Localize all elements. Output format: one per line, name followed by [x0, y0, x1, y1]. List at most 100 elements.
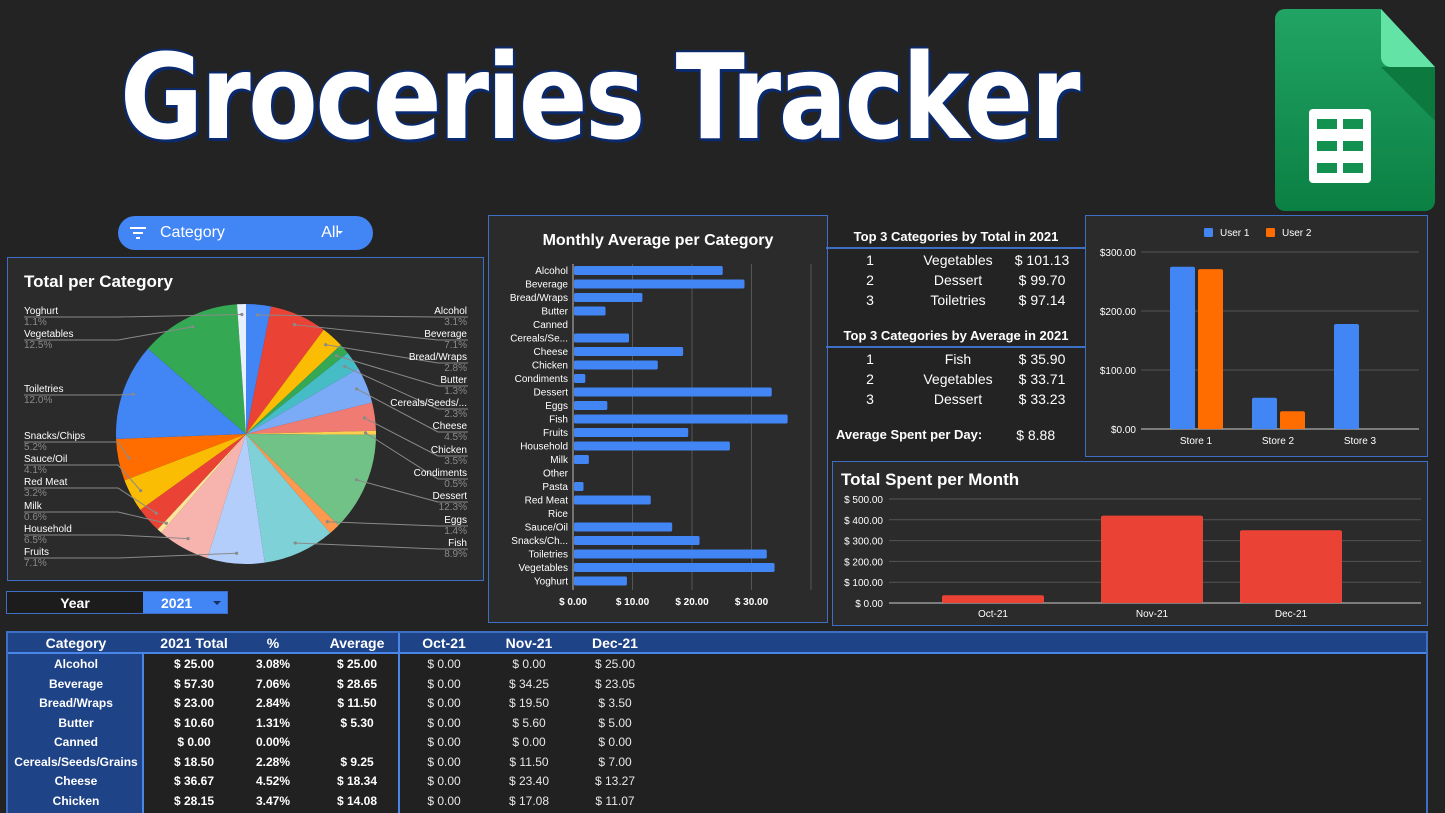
table-cell: $ 13.27	[594, 774, 636, 788]
axis-label: Bread/Wraps	[510, 293, 568, 304]
svg-text:$200.00: $200.00	[1100, 307, 1137, 318]
row-category: Beverage	[48, 676, 104, 691]
table-cell: 1.31%	[255, 715, 291, 730]
category-table: Category 2021 Total% Average Oct-21 Nov-21 De…	[6, 631, 1428, 813]
column-header[interactable]: Dec-21	[592, 635, 638, 651]
column-header[interactable]: %	[266, 635, 280, 651]
row-category: Chicken	[52, 793, 100, 808]
pie-slice	[116, 434, 246, 481]
pie-label: Household 6.5%	[24, 524, 72, 546]
column-header[interactable]: Average	[329, 635, 385, 651]
bar	[1198, 269, 1223, 429]
svg-text:$ 500.00: $ 500.00	[844, 495, 883, 506]
svg-text:Store 1: Store 1	[1180, 436, 1213, 447]
pie-slice	[237, 304, 246, 434]
chevron-down-icon	[337, 231, 343, 234]
svg-text:$300.00: $300.00	[1100, 248, 1137, 259]
svg-text:$100.00: $100.00	[1100, 366, 1137, 377]
axis-label: Snacks/Ch...	[511, 536, 568, 547]
filter-label: Category	[160, 224, 225, 241]
year-label: Year	[7, 592, 143, 613]
axis-label: Milk	[550, 455, 569, 466]
svg-text:$ 20.00: $ 20.00	[675, 597, 709, 608]
year-dropdown[interactable]: 2021	[143, 592, 227, 613]
pie-label: Red Meat 3.2%	[24, 477, 68, 499]
pie-label: Condiments 0.5%	[413, 468, 467, 490]
bar	[574, 455, 589, 464]
table-cell: $ 5.30	[340, 715, 374, 730]
svg-text:$ 30.00: $ 30.00	[735, 597, 769, 608]
table-cell: $ 0.00	[427, 657, 461, 671]
table-cell: $ 11.50	[509, 754, 549, 769]
store-user-chart: $0.00 $100.00 $200.00 $300.00 Store 1 Store 2…	[1085, 215, 1428, 457]
table-cell: $ 0.00	[512, 735, 546, 749]
pie-slice	[246, 434, 339, 534]
svg-text:$ 300.00: $ 300.00	[844, 537, 883, 548]
table-cell: $ 7.00	[598, 754, 632, 769]
axis-label: Condiments	[515, 374, 568, 385]
table-cell: $ 0.00	[598, 735, 632, 749]
table-cell: $ 0.00	[427, 754, 461, 769]
axis-label: Sauce/Oil	[525, 523, 568, 534]
table-header	[8, 633, 1426, 654]
column-header[interactable]: Nov-21	[505, 635, 553, 651]
svg-text:User 1: User 1	[1220, 228, 1250, 239]
pie-label: Fish 8.9%	[444, 538, 467, 560]
bar	[1170, 266, 1195, 429]
svg-text:Nov-21: Nov-21	[1136, 609, 1169, 620]
svg-text:$ 400.00: $ 400.00	[844, 516, 883, 527]
chart-title: Total Spent per Month	[841, 470, 1020, 489]
table-cell: $ 0.00	[427, 676, 461, 691]
axis-label: Fish	[549, 415, 568, 426]
horizontal-bar-chart: Alcohol Beverage Bread/Wraps Butter Canned Ce…	[510, 264, 812, 608]
total-per-category-chart: Total per Category Alcohol 3.1% Beverage 7.…	[7, 257, 484, 581]
bar	[574, 441, 730, 451]
axis-label: Beverage	[525, 280, 568, 291]
bar	[574, 279, 745, 289]
column-divider	[398, 633, 400, 813]
bar	[574, 347, 684, 356]
column-header[interactable]: Category	[45, 635, 107, 651]
bar	[574, 306, 606, 316]
table-cell: $ 11.50	[337, 696, 377, 710]
pie-slice	[246, 434, 376, 526]
year-selector: Year 2021	[6, 591, 228, 614]
pie-chart	[24, 304, 468, 564]
pie-slice	[246, 402, 376, 434]
svg-text:$0.00: $0.00	[1111, 425, 1136, 436]
table-cell: $ 5.60	[512, 715, 546, 730]
legend-swatch	[1204, 228, 1213, 237]
table-cell: 3.08%	[255, 657, 291, 671]
svg-text:Dec-21: Dec-21	[1275, 609, 1308, 620]
table-cell: 4.52%	[255, 774, 291, 788]
table-cell: $ 0.00	[427, 715, 461, 730]
table-cell: $ 3.50	[598, 696, 632, 710]
page-title: Groceries Tracker	[120, 28, 1081, 166]
bar-chart: $ 0.00 $ 100.00 $ 200.00 $ 300.00 $ 400.00 $ …	[844, 495, 1421, 620]
table-cell: $ 28.65	[336, 676, 378, 691]
bar	[1334, 323, 1359, 429]
table-cell: $ 57.30	[173, 676, 215, 691]
column-header[interactable]: Oct-21	[422, 635, 466, 651]
table-cell: 7.06%	[255, 676, 291, 691]
bar	[574, 401, 608, 410]
chart-title: Monthly Average per Category	[542, 232, 774, 249]
table-cell: $ 0.00	[427, 793, 461, 808]
bar	[574, 428, 689, 437]
pie-label: Dessert 12.3%	[432, 491, 467, 513]
google-sheets-logo	[1275, 9, 1435, 211]
axis-label: Pasta	[542, 482, 568, 493]
column-header[interactable]: 2021 Total	[160, 635, 228, 651]
axis-label: Vegetables	[519, 563, 569, 574]
axis-label: Cereals/Se...	[510, 334, 568, 345]
category-filter[interactable]: Category All	[118, 216, 373, 250]
bar	[574, 495, 651, 505]
table-cell: $ 36.67	[173, 774, 215, 788]
year-value: 2021	[161, 594, 193, 611]
bar	[574, 522, 673, 532]
top3-average-row: 1 Fish $ 35.90	[866, 351, 1066, 367]
pie-label: Snacks/Chips 5.2%	[24, 431, 86, 453]
pie-label: Alcohol 3.1%	[434, 306, 467, 328]
pie-label: Cereals/Seeds/... 2.3%	[390, 398, 467, 420]
axis-label: Yoghurt	[534, 577, 568, 588]
